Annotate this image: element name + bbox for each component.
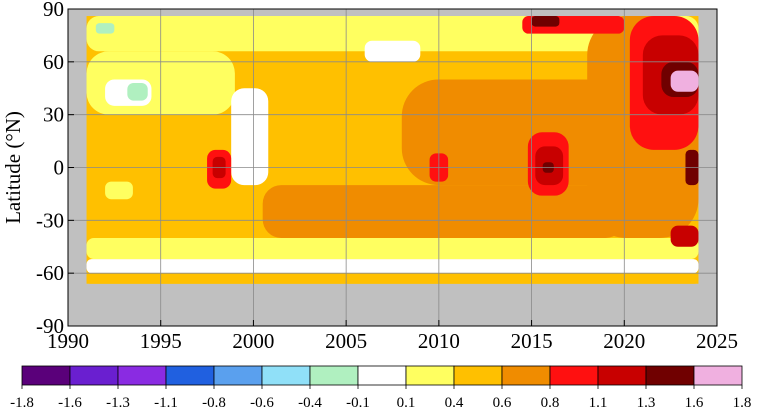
anomaly-region: [262, 185, 625, 238]
anomaly-region: [364, 40, 421, 62]
y-tick-label: -30: [36, 208, 64, 232]
anomaly-region: [86, 259, 699, 274]
x-tick-label: 1990: [47, 329, 89, 353]
anomaly-region: [531, 16, 560, 27]
colorbar-swatch: [21, 365, 71, 386]
colorbar-label: 1.1: [589, 395, 608, 411]
colorbar-swatch: [693, 365, 743, 386]
colorbar-label: 1.3: [637, 395, 656, 411]
colorbar-swatch: [213, 365, 263, 386]
grid-lines: [68, 9, 717, 326]
x-tick-label: 2020: [603, 329, 645, 353]
colorbar-swatch: [69, 365, 119, 386]
anomaly-region: [231, 88, 269, 186]
y-tick-label: -90: [36, 314, 64, 338]
colorbar-label: -1.1: [154, 395, 178, 411]
y-tick-label: 30: [43, 103, 64, 127]
colorbar-label: -0.4: [298, 395, 322, 411]
anomaly-region: [670, 70, 699, 92]
colorbar-label: 0.8: [541, 395, 560, 411]
x-tick-label: 2010: [418, 329, 460, 353]
colorbar-label: 1.8: [733, 395, 752, 411]
colorbar-swatch: [501, 365, 551, 386]
colorbar-label: 0.6: [493, 395, 512, 411]
anomaly-region: [670, 225, 699, 247]
y-tick-label: 0: [54, 156, 65, 180]
x-tick-label: 1995: [140, 329, 182, 353]
colorbar-label: -1.3: [106, 395, 130, 411]
colorbar-swatch: [357, 365, 407, 386]
y-tick-label: 90: [43, 0, 64, 21]
anomaly-region: [86, 237, 699, 260]
x-tick-label: 2000: [232, 329, 274, 353]
y-tick-label: -60: [36, 261, 64, 285]
colorbar-label: -0.6: [250, 395, 274, 411]
anomaly-region: [127, 82, 148, 101]
y-axis-label: Latitude (°N): [1, 111, 25, 224]
x-tick-label: 2025: [696, 329, 738, 353]
colorbar-swatch: [453, 365, 503, 386]
anomaly-region: [86, 273, 699, 284]
colorbar-swatch: [597, 365, 647, 386]
anomaly-region: [95, 23, 115, 34]
colorbar-swatch: [645, 365, 695, 386]
colorbar-label: -1.6: [58, 395, 82, 411]
colorbar-swatch: [261, 365, 311, 386]
colorbar-label: 0.4: [445, 395, 464, 411]
colorbar-label: -0.1: [346, 395, 370, 411]
colorbar-label: 0.1: [397, 395, 416, 411]
colorbar-swatch: [309, 365, 359, 386]
colorbar-label: -0.8: [202, 395, 226, 411]
anomaly-region: [105, 181, 133, 200]
colorbar-swatch: [405, 365, 455, 386]
y-tick-label: 60: [43, 50, 64, 74]
colorbar: -1.8 -1.6 -1.3 -1.1 -0.8 -0.6 -0.4 -0.1 0.1 0.4 0.…: [10, 365, 752, 411]
colorbar-swatch: [117, 365, 167, 386]
colorbar-label: 1.6: [685, 395, 704, 411]
colorbar-label: -1.8: [10, 395, 34, 411]
colorbar-swatch: [165, 365, 215, 386]
axes: 1990 1995 2000 2005 2010 2015 2020 2025 90 60 30 0 -…: [36, 0, 738, 353]
colorbar-swatch: [549, 365, 599, 386]
x-tick-label: 2015: [511, 329, 553, 353]
x-tick-label: 2005: [325, 329, 367, 353]
